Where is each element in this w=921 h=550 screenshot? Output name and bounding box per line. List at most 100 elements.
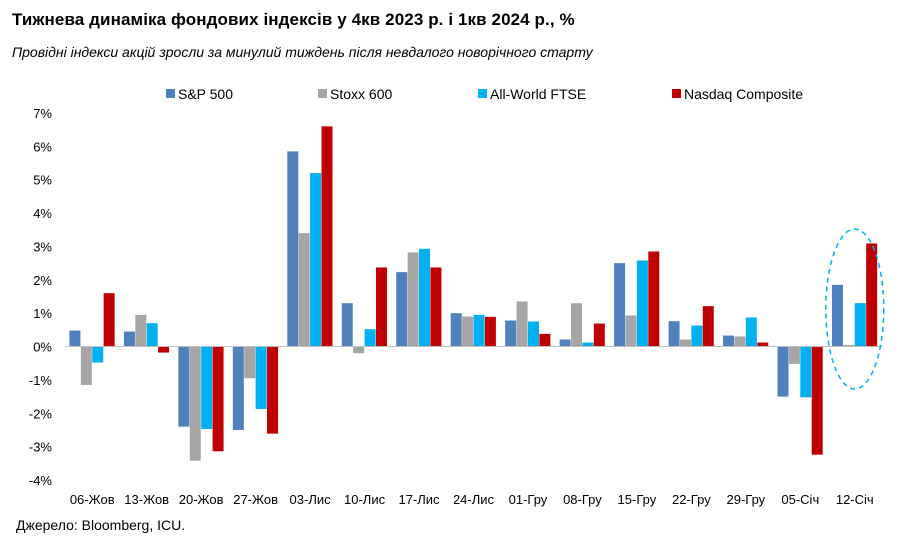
legend-swatch (478, 89, 487, 98)
y-tick-label: 5% (33, 173, 52, 188)
bar (679, 339, 691, 347)
bar (298, 233, 310, 347)
bar (473, 314, 485, 347)
bar (123, 331, 135, 347)
bar (484, 316, 496, 347)
bar (625, 315, 637, 347)
y-tick-label: 2% (33, 273, 52, 288)
y-tick-label: -4% (29, 473, 53, 488)
bar (668, 321, 680, 347)
x-tick-label: 27-Жов (233, 492, 278, 507)
bar (310, 173, 322, 347)
x-tick-label: 12-Січ (836, 492, 874, 507)
x-tick-label: 13-Жов (124, 492, 169, 507)
bar (244, 346, 256, 379)
bar (103, 293, 115, 347)
x-tick-label: 15-Гру (618, 492, 657, 507)
bar (811, 346, 823, 455)
x-tick-label: 20-Жов (179, 492, 224, 507)
legend: S&P 500 Stoxx 600 All-World FTSE Nasdaq Com… (166, 86, 803, 102)
x-tick-label: 08-Гру (563, 492, 602, 507)
bar (539, 333, 551, 347)
bar (571, 303, 583, 347)
bar (462, 316, 474, 347)
bar (212, 346, 224, 452)
bar (866, 243, 878, 347)
bar (430, 267, 442, 347)
x-axis: 06-Жов 13-Жов 20-Жов 27-Жов 03-Лис 10-Лис 17-Л… (65, 346, 882, 507)
bar (146, 323, 158, 347)
bar (734, 336, 746, 347)
bar (702, 306, 714, 347)
bar (92, 346, 104, 363)
legend-label: S&P 500 (178, 86, 233, 102)
bar (800, 346, 812, 398)
x-tick-label: 10-Лис (344, 492, 386, 507)
bar (201, 346, 213, 429)
bar (559, 339, 571, 347)
source-note: Джерело: Bloomberg, ICU. (16, 517, 186, 533)
bar (527, 321, 539, 347)
bar (757, 342, 769, 347)
bar (843, 344, 855, 347)
bar (255, 346, 267, 409)
y-tick-label: -3% (29, 440, 53, 455)
bar (691, 325, 703, 347)
legend-swatch (672, 89, 681, 98)
y-tick-label: 0% (33, 340, 52, 355)
x-tick-label: 24-Лис (453, 492, 495, 507)
bar (777, 346, 789, 397)
legend-label: Stoxx 600 (330, 86, 392, 102)
chart-title: Тижнева динаміка фондових індексів у 4кв… (12, 10, 575, 29)
bar (158, 346, 170, 353)
bar (788, 346, 800, 364)
bar (614, 263, 626, 347)
y-tick-label: 6% (33, 139, 52, 154)
bar (341, 303, 353, 347)
bar (353, 346, 365, 354)
y-tick-label: 7% (33, 106, 52, 121)
bar (321, 126, 333, 347)
y-tick-label: 4% (33, 206, 52, 221)
bar (407, 252, 419, 347)
bar (80, 346, 92, 385)
bar (287, 151, 299, 347)
y-tick-label: -2% (29, 406, 53, 421)
bar (582, 342, 594, 347)
x-tick-label: 17-Лис (398, 492, 440, 507)
bar (189, 346, 201, 461)
bar (178, 346, 190, 427)
y-tick-label: -1% (29, 373, 53, 388)
x-tick-label: 03-Лис (290, 492, 332, 507)
y-axis: -4% -3% -2% -1% 0% 1% 2% 3% 4% 5% 6% 7% (29, 106, 53, 488)
legend-swatch (166, 89, 175, 98)
bar (831, 284, 843, 347)
y-tick-label: 3% (33, 239, 52, 254)
bar (135, 314, 147, 347)
bar (636, 260, 648, 347)
x-tick-label: 01-Гру (509, 492, 548, 507)
bar (450, 313, 462, 347)
legend-label: Nasdaq Composite (684, 86, 803, 102)
bar (593, 323, 605, 347)
bar (267, 346, 279, 434)
bar (232, 346, 244, 430)
bar (648, 251, 660, 347)
bar (505, 320, 517, 347)
x-tick-label: 05-Січ (781, 492, 819, 507)
bar (375, 267, 387, 347)
x-tick-label: 06-Жов (70, 492, 115, 507)
x-tick-label: 22-Гру (672, 492, 711, 507)
legend-label: All-World FTSE (490, 86, 586, 102)
legend-swatch (318, 89, 327, 98)
x-tick-label: 29-Гру (726, 492, 765, 507)
bars (69, 126, 878, 461)
bar (516, 301, 528, 347)
y-tick-label: 1% (33, 306, 52, 321)
chart-subtitle: Провідні індекси акцій зросли за минулий… (12, 44, 593, 60)
bar (69, 330, 81, 347)
bar (364, 329, 376, 347)
bar (745, 317, 757, 347)
bar (723, 335, 735, 347)
